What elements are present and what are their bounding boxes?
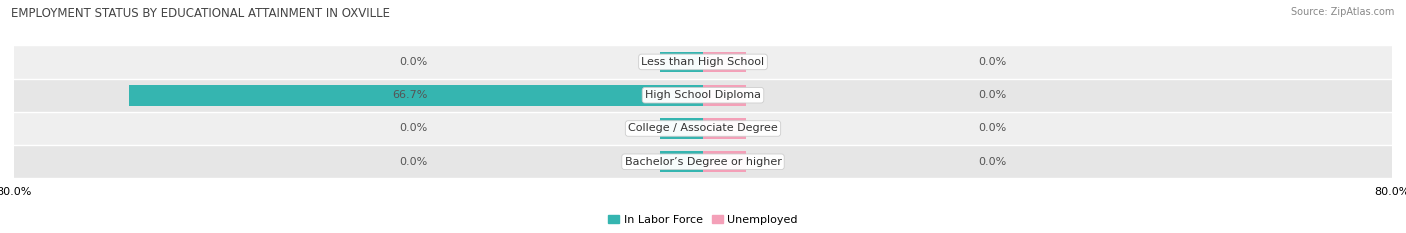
Text: 0.0%: 0.0% [399,157,427,167]
Text: 0.0%: 0.0% [399,123,427,134]
Text: 66.7%: 66.7% [392,90,427,100]
Text: 0.0%: 0.0% [979,57,1007,67]
Bar [659,118,703,139]
Text: 0.0%: 0.0% [979,157,1007,167]
Bar [14,145,1392,178]
Bar [703,85,747,106]
Bar [659,151,703,172]
Bar [128,85,703,106]
Bar [703,151,747,172]
Legend: In Labor Force, Unemployed: In Labor Force, Unemployed [603,210,803,229]
Text: 0.0%: 0.0% [399,57,427,67]
Text: EMPLOYMENT STATUS BY EDUCATIONAL ATTAINMENT IN OXVILLE: EMPLOYMENT STATUS BY EDUCATIONAL ATTAINM… [11,7,391,20]
Bar [659,51,703,72]
Text: Bachelor’s Degree or higher: Bachelor’s Degree or higher [624,157,782,167]
Text: 0.0%: 0.0% [979,90,1007,100]
Text: College / Associate Degree: College / Associate Degree [628,123,778,134]
Text: 0.0%: 0.0% [979,123,1007,134]
Text: High School Diploma: High School Diploma [645,90,761,100]
Bar [14,112,1392,145]
Bar [703,51,747,72]
Bar [14,45,1392,79]
Bar [703,118,747,139]
Text: Less than High School: Less than High School [641,57,765,67]
Text: Source: ZipAtlas.com: Source: ZipAtlas.com [1291,7,1395,17]
Bar [14,79,1392,112]
